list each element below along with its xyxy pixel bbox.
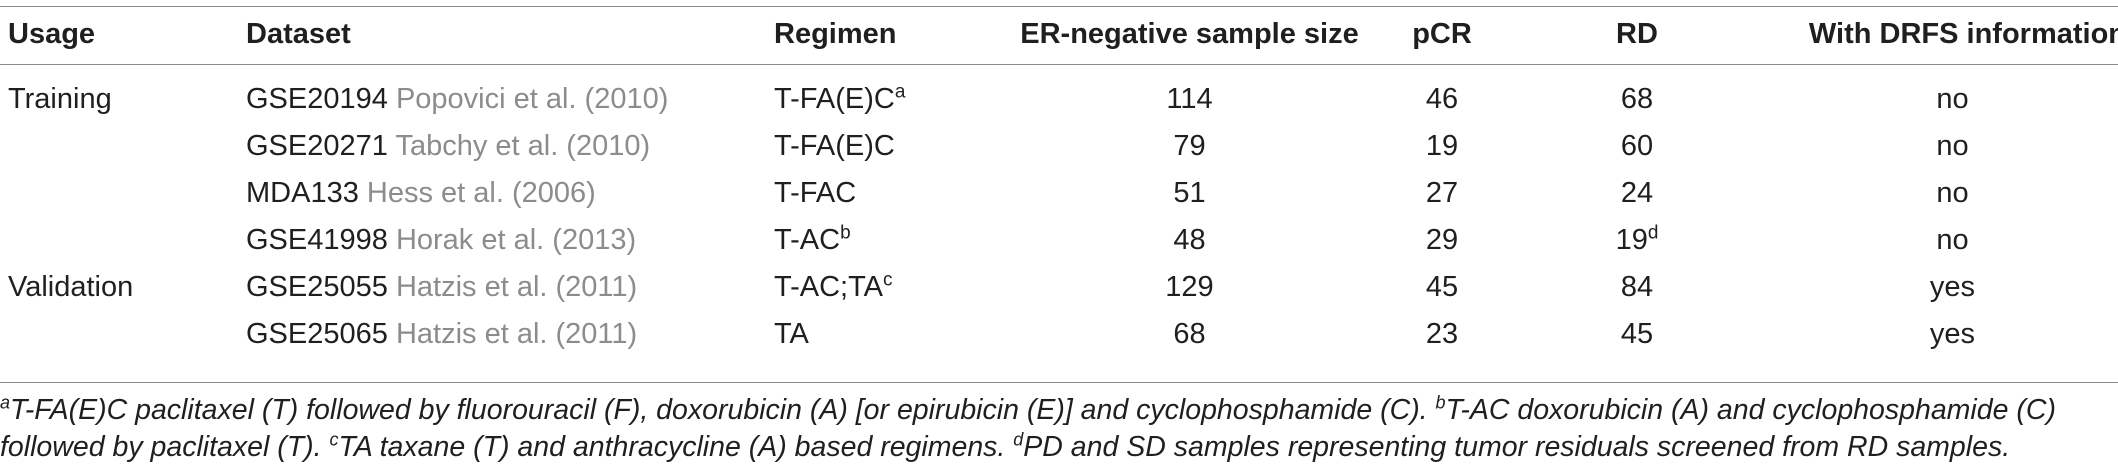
cell-sample-size: 51: [1173, 177, 1206, 209]
header-rd: RD: [1616, 17, 1658, 50]
table-footnotes: aT-FA(E)C paclitaxel (T) followed by flu…: [0, 392, 2110, 466]
dataset-reference-link[interactable]: Popovici et al. (2010): [395, 83, 669, 115]
dataset-reference-link[interactable]: Hess et al. (2006): [366, 177, 596, 209]
cell-pcr: 45: [1425, 271, 1459, 303]
cell-rd: 68: [1497, 68, 1777, 123]
table-bottom-rule: [0, 382, 2118, 383]
footnote-mark: a: [0, 392, 11, 413]
regimen-text: T-FA(E)C: [774, 130, 895, 162]
cell-sample-size: 48: [1173, 224, 1206, 256]
footnote-mark: c: [329, 429, 339, 450]
cell-drfs: yes: [1929, 318, 1976, 350]
dataset-id: GSE25065: [246, 318, 388, 350]
cell-drfs: yes: [1929, 271, 1976, 303]
cell-regimen: T-FAC: [774, 170, 992, 217]
cell-rd: 84: [1497, 264, 1777, 311]
cell-rd: 24: [1497, 170, 1777, 217]
rd-value: 68: [1620, 83, 1654, 115]
footnote-text: PD and SD samples representing tumor res…: [1023, 431, 2011, 463]
cell-pcr: 27: [1425, 177, 1459, 209]
cell-rd: 19d: [1497, 217, 1777, 264]
cell-regimen: T-FA(E)C: [774, 123, 992, 170]
cell-regimen: T-AC;TAc: [774, 264, 992, 311]
dataset-id: GSE20271: [246, 130, 388, 162]
dataset-id: MDA133: [246, 177, 359, 209]
cell-dataset: GSE20194 Popovici et al. (2010): [246, 68, 774, 123]
header-drfs: With DRFS information: [1808, 17, 2118, 50]
header-sample-size: ER-negative sample size: [1020, 17, 1359, 50]
footnote-text: TA taxane (T) and anthracycline (A) base…: [338, 431, 1014, 463]
header-dataset: Dataset: [246, 17, 351, 50]
footnote-mark: c: [883, 269, 893, 291]
cell-dataset: MDA133 Hess et al. (2006): [246, 170, 774, 217]
cell-sample-size: 79: [1173, 130, 1206, 162]
cell-usage: Validation: [8, 271, 134, 303]
dataset-id: GSE41998: [246, 224, 388, 256]
rd-value: 45: [1620, 318, 1654, 350]
footnote-mark: d: [1013, 429, 1024, 450]
cell-usage: [0, 170, 246, 217]
dataset-reference-link[interactable]: Horak et al. (2013): [395, 224, 637, 256]
cell-usage: Training: [8, 83, 112, 115]
footnote-text: T-AC doxorubicin (A) and cyclophosphamid…: [0, 394, 2056, 463]
table-row: GSE41998 Horak et al. (2013) T-ACb 48 29…: [0, 217, 2118, 264]
regimen-text: TA: [774, 318, 809, 350]
table-header-rule: [0, 64, 2118, 65]
table-row: MDA133 Hess et al. (2006) T-FAC 51 27 24…: [0, 170, 2118, 217]
table-row: GSE25065 Hatzis et al. (2011) TA 68 23 4…: [0, 311, 2118, 358]
dataset-id: GSE20194: [246, 83, 388, 115]
cell-dataset: GSE20271 Tabchy et al. (2010): [246, 123, 774, 170]
cell-regimen: T-ACb: [774, 217, 992, 264]
regimen-text: T-AC: [774, 224, 841, 256]
cell-sample-size: 68: [1173, 318, 1206, 350]
cell-regimen: T-FA(E)Ca: [774, 68, 992, 123]
dataset-reference-link[interactable]: Hatzis et al. (2011): [395, 271, 638, 303]
cell-pcr: 46: [1425, 83, 1459, 115]
header-usage: Usage: [8, 17, 96, 50]
regimen-text: T-FA(E)C: [774, 83, 895, 115]
rd-value: 84: [1620, 271, 1654, 303]
header-regimen: Regimen: [774, 17, 897, 50]
dataset-id: GSE25055: [246, 271, 388, 303]
table-row: Validation GSE25055 Hatzis et al. (2011)…: [0, 264, 2118, 311]
dataset-table: Usage Dataset Regimen ER-negative sample…: [0, 0, 2118, 358]
footnote-mark: b: [840, 222, 851, 244]
cell-pcr: 23: [1425, 318, 1459, 350]
table-header-row: Usage Dataset Regimen ER-negative sample…: [0, 0, 2118, 68]
rd-value: 19: [1615, 224, 1648, 256]
cell-dataset: GSE25065 Hatzis et al. (2011): [246, 311, 774, 358]
cell-drfs: no: [1936, 177, 1969, 209]
cell-drfs: no: [1936, 83, 1969, 115]
cell-sample-size: 114: [1166, 83, 1213, 115]
footnote-text: T-FA(E)C paclitaxel (T) followed by fluo…: [10, 394, 1436, 426]
dataset-reference-link[interactable]: Hatzis et al. (2011): [395, 318, 638, 350]
cell-usage: [0, 123, 246, 170]
table-row: Training GSE20194 Popovici et al. (2010)…: [0, 68, 2118, 123]
cell-drfs: no: [1936, 130, 1969, 162]
footnote-mark: a: [894, 81, 906, 103]
cell-pcr: 19: [1425, 130, 1459, 162]
cell-pcr: 29: [1425, 224, 1459, 256]
dataset-reference-link[interactable]: Tabchy et al. (2010): [395, 130, 651, 162]
footnote-mark: d: [1647, 222, 1659, 244]
cell-usage: [0, 311, 246, 358]
cell-drfs: no: [1936, 224, 1969, 256]
rd-value: 60: [1620, 130, 1654, 162]
cell-dataset: GSE41998 Horak et al. (2013): [246, 217, 774, 264]
regimen-text: T-AC;TA: [774, 271, 884, 303]
rd-value: 24: [1620, 177, 1654, 209]
cell-sample-size: 129: [1165, 271, 1214, 303]
table-top-rule: [0, 6, 2118, 7]
footnote-mark: b: [1435, 392, 1446, 413]
regimen-text: T-FAC: [774, 177, 857, 209]
cell-regimen: TA: [774, 311, 992, 358]
cell-usage: [0, 217, 246, 264]
cell-dataset: GSE25055 Hatzis et al. (2011): [246, 264, 774, 311]
header-pcr: pCR: [1412, 17, 1472, 50]
cell-rd: 60: [1497, 123, 1777, 170]
cell-rd: 45: [1497, 311, 1777, 358]
table-row: GSE20271 Tabchy et al. (2010) T-FA(E)C 7…: [0, 123, 2118, 170]
